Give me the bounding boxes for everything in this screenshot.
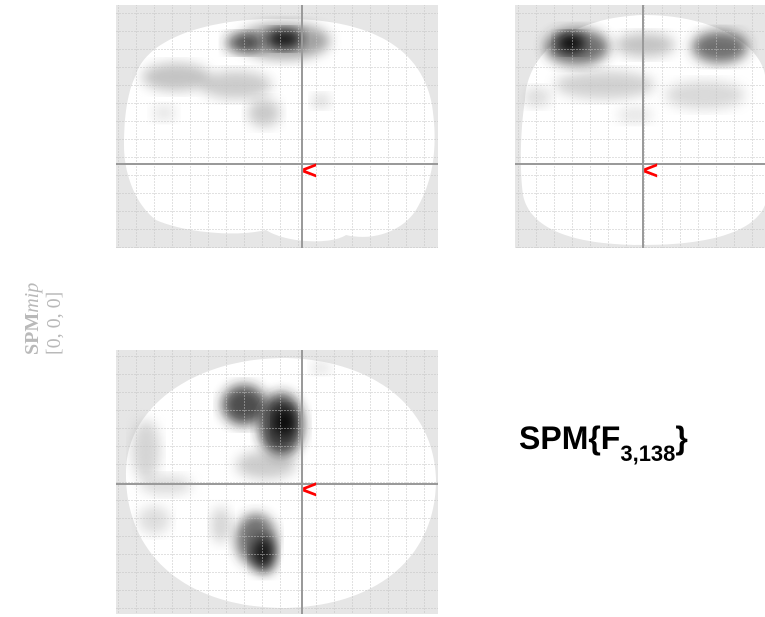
- cursor-marker[interactable]: <: [302, 474, 317, 504]
- spm-mip-title: SPMmip: [21, 283, 43, 355]
- mip-sagittal-view[interactable]: <: [116, 5, 438, 248]
- cursor-marker[interactable]: <: [643, 155, 658, 185]
- mip-axial-view[interactable]: <: [116, 350, 438, 614]
- statistic-degrees-of-freedom: 3,138: [620, 441, 676, 466]
- cursor-coordinates: [0, 0, 0]: [43, 291, 65, 355]
- spm-mip-title-italic: mip: [21, 282, 43, 313]
- cursor-marker[interactable]: <: [302, 155, 317, 185]
- statistic-prefix: SPM{F: [519, 420, 621, 456]
- mip-grid: [116, 5, 438, 248]
- mip-coronal-view[interactable]: <: [515, 5, 765, 248]
- mip-grid: [116, 350, 438, 614]
- statistic-suffix: }: [675, 420, 688, 456]
- statistic-label: SPM{F3,138}: [519, 420, 688, 467]
- mip-grid: [515, 5, 765, 248]
- spm-mip-label: SPMmip [0, 0, 0]: [21, 283, 65, 355]
- spm-mip-title-upright: SPM: [21, 312, 43, 355]
